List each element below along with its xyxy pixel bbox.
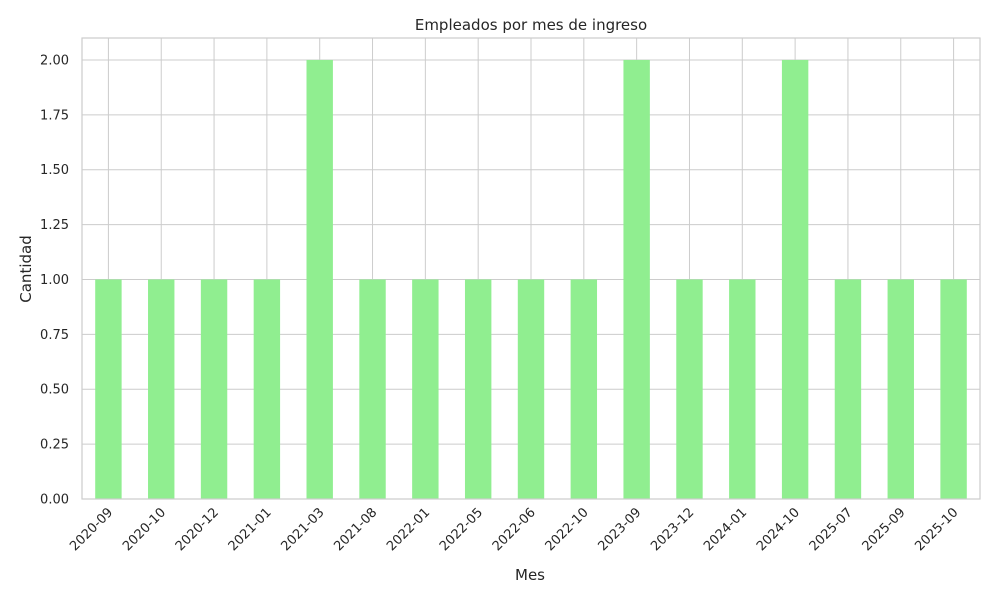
x-tick-label: 2021-03 [279, 505, 328, 554]
bar-2024-01 [729, 279, 756, 499]
x-tick-label: 2023-09 [595, 505, 644, 554]
bar-2020-10 [148, 279, 175, 499]
bar-2023-12 [676, 279, 703, 499]
y-tick-label: 0.50 [40, 383, 69, 398]
y-axis-label: Cantidad [17, 235, 35, 302]
y-tick-labels: 0.00 0.25 0.50 0.75 1.00 1.25 1.50 1.75 2.00 [40, 53, 69, 507]
bar-2025-10 [940, 279, 967, 499]
x-tick-label: 2020-10 [120, 505, 169, 554]
x-tick-label: 2021-01 [226, 505, 275, 554]
bars [95, 59, 967, 499]
x-tick-label: 2022-05 [437, 505, 486, 554]
bar-2020-12 [200, 279, 228, 499]
x-tick-label: 2022-06 [490, 505, 539, 554]
x-tick-label: 2022-01 [384, 505, 433, 554]
x-tick-label: 2022-10 [543, 505, 592, 554]
bar-2021-01 [253, 279, 281, 499]
bar-2025-07 [834, 279, 862, 499]
y-tick-label: 2.00 [40, 53, 69, 68]
chart-title: Empleados por mes de ingreso [415, 16, 647, 34]
x-tick-label: 2025-10 [912, 505, 961, 554]
y-tick-label: 0.00 [40, 493, 69, 508]
bar-2021-03 [306, 59, 333, 499]
y-tick-label: 1.25 [40, 218, 69, 233]
x-tick-label: 2024-01 [701, 505, 750, 554]
bar-2024-10 [781, 59, 809, 499]
bar-2022-01 [412, 279, 439, 499]
x-tick-label: 2025-09 [860, 505, 909, 554]
x-tick-labels: 2020-09 2020-10 2020-12 2021-01 2021-03 2021-… [67, 505, 961, 554]
x-tick-label: 2021-08 [331, 505, 380, 554]
x-tick-label: 2025-07 [807, 505, 856, 554]
bar-2020-09 [95, 279, 122, 499]
x-tick-label: 2020-12 [173, 505, 222, 554]
y-tick-label: 1.75 [40, 108, 69, 123]
bar-2023-09 [623, 59, 650, 499]
x-axis-label: Mes [515, 566, 545, 584]
bar-2025-09 [887, 279, 914, 499]
x-tick-label: 2023-12 [648, 505, 697, 554]
y-tick-label: 1.00 [40, 273, 69, 288]
y-tick-label: 0.25 [40, 438, 69, 453]
y-tick-label: 0.75 [40, 328, 69, 343]
bar-2022-10 [570, 279, 598, 499]
bar-2022-06 [517, 279, 545, 499]
y-tick-label: 1.50 [40, 163, 69, 178]
bar-2022-05 [464, 279, 492, 499]
x-tick-label: 2020-09 [67, 505, 116, 554]
plot-frame [81, 37, 981, 500]
bar-2021-08 [359, 279, 386, 499]
x-tick-label: 2024-10 [754, 505, 803, 554]
